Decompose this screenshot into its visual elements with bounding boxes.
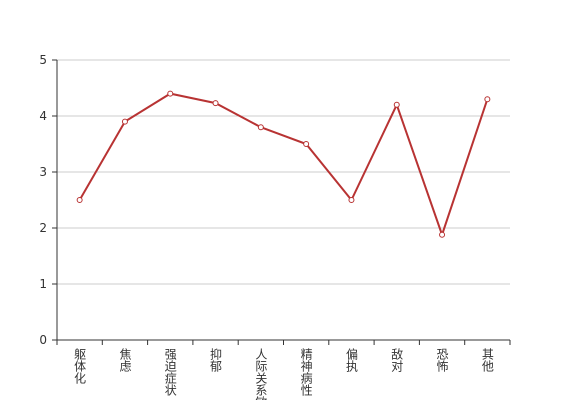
data-point <box>76 197 83 203</box>
x-tick-label: 敌对 <box>390 347 404 372</box>
y-tick-label: 0 <box>39 333 47 347</box>
data-point <box>303 141 310 147</box>
x-tick-label: 焦虑 <box>118 348 132 372</box>
x-tick-label: 强迫症状 <box>163 348 177 396</box>
x-tick-label: 其他 <box>480 348 494 372</box>
data-point <box>212 100 219 107</box>
y-tick-label: 2 <box>39 221 47 235</box>
y-tick-label: 5 <box>39 53 47 67</box>
x-tick-label: 偏执 <box>344 347 358 373</box>
x-tick-label: 抑郁 <box>209 347 223 373</box>
data-point <box>348 197 355 203</box>
data-point <box>484 96 491 103</box>
y-tick-label: 4 <box>39 109 47 123</box>
x-tick-label: 精神病性 <box>299 348 313 397</box>
data-point <box>121 118 128 125</box>
data-point <box>393 101 400 108</box>
data-point <box>167 90 174 97</box>
data-point <box>439 231 446 238</box>
y-tick-label: 3 <box>39 165 47 179</box>
data-point <box>257 124 264 131</box>
x-tick-label: 恐怖 <box>435 348 449 372</box>
x-tick-label: 人际关系敏感 <box>254 348 268 400</box>
data-line <box>78 92 489 238</box>
x-tick-label: 躯体化 <box>73 347 87 385</box>
y-tick-label: 1 <box>39 277 47 291</box>
